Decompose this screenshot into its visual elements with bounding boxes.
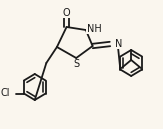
Text: NH: NH	[87, 24, 102, 34]
Text: S: S	[73, 59, 79, 69]
Text: O: O	[63, 8, 70, 18]
Text: Cl: Cl	[1, 88, 10, 99]
Text: N: N	[115, 39, 122, 49]
